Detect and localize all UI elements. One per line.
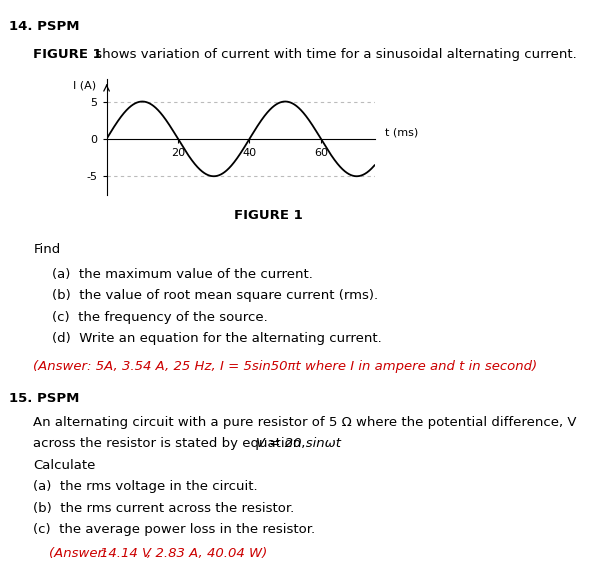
Text: (b)  the value of root mean square current (rms).: (b) the value of root mean square curren… — [52, 289, 378, 302]
Text: shows variation of current with time for a sinusoidal alternating current.: shows variation of current with time for… — [91, 47, 577, 60]
Text: FIGURE 1: FIGURE 1 — [234, 209, 302, 222]
Text: FIGURE 1: FIGURE 1 — [33, 47, 102, 60]
Text: across the resistor is stated by equation,: across the resistor is stated by equatio… — [33, 437, 310, 450]
Text: 14. PSPM: 14. PSPM — [9, 20, 80, 33]
Text: (c)  the frequency of the source.: (c) the frequency of the source. — [52, 311, 267, 324]
Text: (Answer:: (Answer: — [49, 547, 111, 560]
Text: (a)  the maximum value of the current.: (a) the maximum value of the current. — [52, 268, 312, 281]
Text: t (ms): t (ms) — [385, 128, 418, 138]
Text: 14.14 V: 14.14 V — [100, 547, 152, 560]
Text: (d)  Write an equation for the alternating current.: (d) Write an equation for the alternatin… — [52, 332, 381, 345]
Text: Find: Find — [33, 243, 61, 256]
Text: An alternating circuit with a pure resistor of 5 Ω where the potential differenc: An alternating circuit with a pure resis… — [33, 416, 577, 429]
Text: (b)  the rms current across the resistor.: (b) the rms current across the resistor. — [33, 502, 295, 515]
Text: (c)  the average power loss in the resistor.: (c) the average power loss in the resist… — [33, 523, 315, 536]
Text: Calculate: Calculate — [33, 459, 96, 472]
Text: , 2.83 A, 40.04 W): , 2.83 A, 40.04 W) — [147, 547, 267, 560]
Text: (Answer: 5A, 3.54 A, 25 Hz, I = 5sin50πt where I in ampere and t in second): (Answer: 5A, 3.54 A, 25 Hz, I = 5sin50πt… — [33, 360, 538, 373]
Text: (a)  the rms voltage in the circuit.: (a) the rms voltage in the circuit. — [33, 480, 258, 493]
Text: 15. PSPM: 15. PSPM — [9, 392, 80, 405]
Text: V = 20 sinωt: V = 20 sinωt — [256, 437, 341, 450]
Text: I (A): I (A) — [72, 81, 96, 90]
